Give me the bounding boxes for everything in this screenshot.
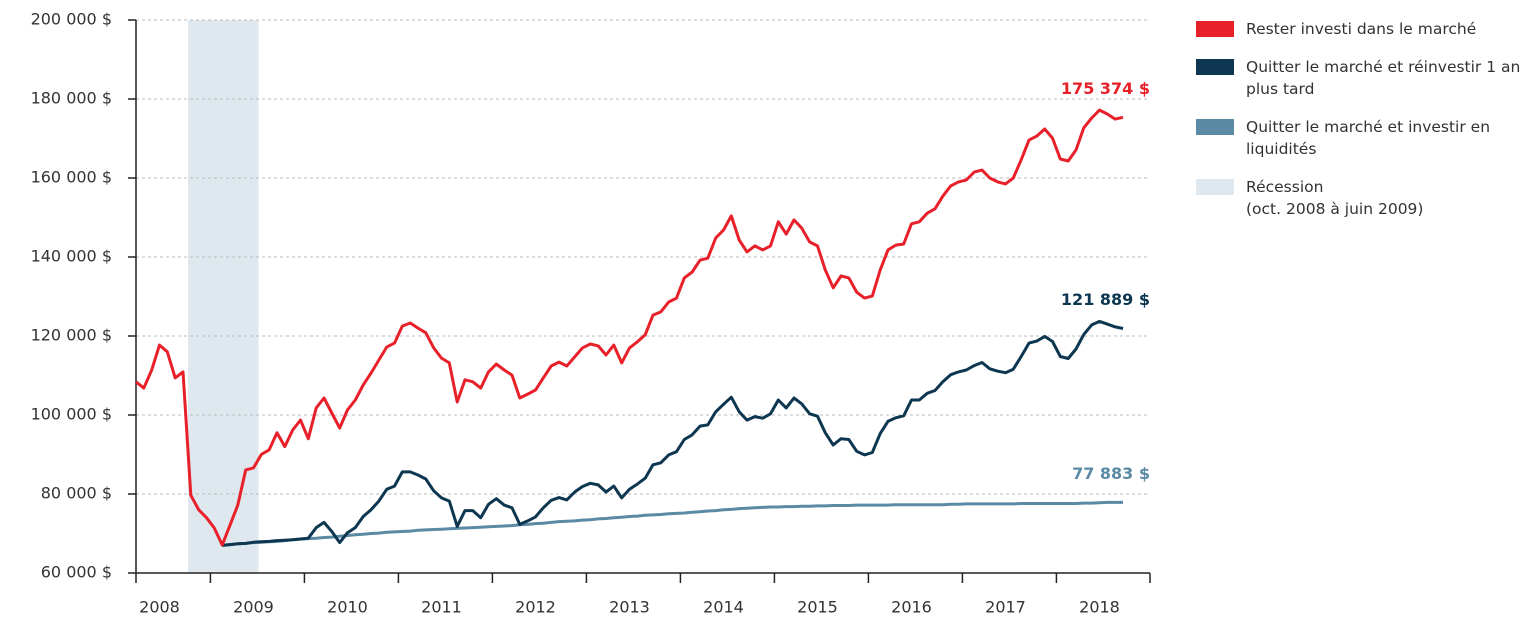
legend-label: Récession [1246, 178, 1324, 196]
legend-swatch [1196, 119, 1234, 135]
x-tick-label: 2017 [985, 598, 1026, 617]
legend-item: Quitter le marché et réinvestir 1 an plu… [1196, 56, 1536, 100]
legend-item: Récession (oct. 2008 à juin 2009) [1196, 176, 1536, 220]
x-tick-label: 2010 [327, 598, 368, 617]
y-tick-label: 120 000 $ [31, 326, 112, 345]
value-label: 77 883 $ [1072, 464, 1150, 483]
series-line [222, 500, 1123, 547]
legend-label: Quitter le marché et investir en liquidi… [1246, 118, 1491, 158]
legend-swatch [1196, 59, 1234, 75]
y-tick-label: 180 000 $ [31, 89, 112, 108]
x-tick-label: 2008 [139, 598, 180, 617]
y-tick-label: 200 000 $ [31, 10, 112, 29]
x-tick-label: 2015 [797, 598, 838, 617]
x-tick-label: 2009 [233, 598, 274, 617]
legend-item: Quitter le marché et investir en liquidi… [1196, 116, 1536, 160]
x-tick-label: 2014 [703, 598, 744, 617]
legend: Rester investi dans le marché Quitter le … [1196, 18, 1536, 236]
series-line [222, 319, 1124, 547]
x-tick-label: 2018 [1079, 598, 1120, 617]
x-tick-label: 2012 [515, 598, 556, 617]
value-label: 121 889 $ [1061, 290, 1150, 309]
x-tick-label: 2011 [421, 598, 462, 617]
legend-label: (oct. 2008 à juin 2009) [1246, 200, 1424, 218]
chart: 60 000 $ 80 000 $ 100 000 $ 120 000 $ 140 00… [31, 10, 1151, 617]
y-tick-label: 140 000 $ [31, 247, 112, 266]
legend-label: Quitter le marché et réinvestir 1 an plu… [1246, 58, 1521, 98]
y-tick-label: 80 000 $ [41, 484, 112, 503]
legend-label: Rester investi dans le marché [1246, 20, 1477, 38]
y-tick-label: 60 000 $ [41, 563, 112, 582]
value-label: 175 374 $ [1061, 79, 1150, 98]
legend-swatch [1196, 21, 1234, 37]
series-line [135, 108, 1124, 547]
legend-item: Rester investi dans le marché [1196, 18, 1536, 40]
y-tick-label: 160 000 $ [31, 168, 112, 187]
y-tick-label: 100 000 $ [31, 405, 112, 424]
legend-swatch [1196, 179, 1234, 195]
recession-band [188, 20, 259, 573]
x-tick-label: 2016 [891, 598, 932, 617]
x-tick-label: 2013 [609, 598, 650, 617]
